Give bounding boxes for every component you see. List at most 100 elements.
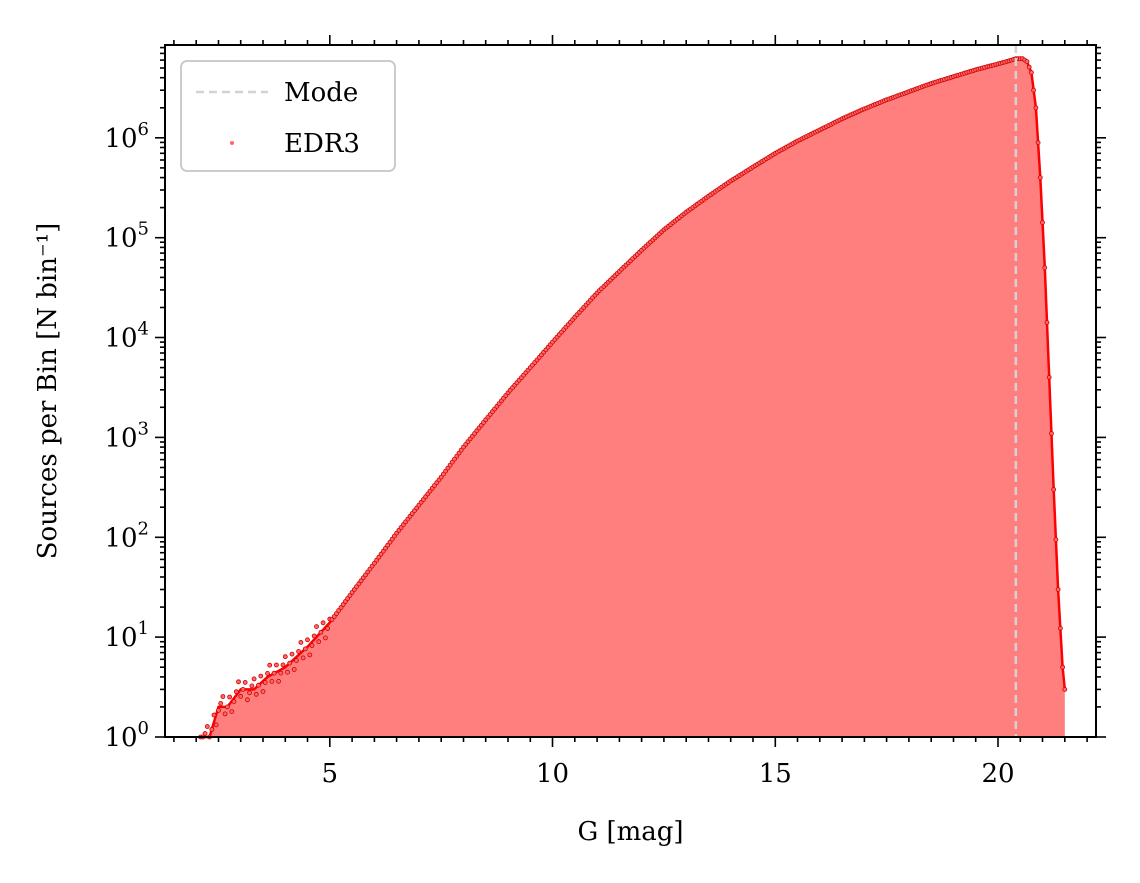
edr3-point	[1035, 140, 1041, 146]
y-tick-label: 102	[104, 518, 149, 553]
y-tick-base: 10	[104, 623, 137, 653]
edr3-point	[204, 724, 210, 729]
edr3-point	[291, 667, 297, 672]
edr3-point	[322, 635, 328, 641]
edr3-point	[209, 727, 215, 732]
edr3-point	[300, 655, 306, 661]
edr3-point	[1024, 59, 1030, 64]
edr3-point	[1046, 374, 1052, 380]
edr3-point	[233, 689, 239, 695]
y-tick-label: 100	[104, 718, 149, 753]
edr3-point	[256, 682, 261, 688]
edr3-point	[1044, 320, 1050, 325]
plot-frame	[164, 44, 1097, 738]
edr3-point	[222, 711, 228, 717]
edr3-point	[1060, 664, 1065, 670]
edr3-point	[253, 691, 259, 697]
y-tick-base: 10	[104, 523, 137, 553]
edr3-point	[318, 629, 324, 635]
edr3-point	[296, 649, 302, 654]
edr3-point	[262, 680, 268, 685]
y-tick-exponent: 1	[138, 618, 149, 639]
edr3-point	[218, 701, 224, 706]
y-tick-exponent: 5	[138, 219, 149, 240]
edr3-point	[244, 697, 250, 703]
edr3-point	[224, 704, 230, 710]
edr3-point	[1029, 70, 1034, 75]
axis-ticks-layer	[155, 35, 1106, 747]
edr3-point	[216, 708, 221, 713]
histogram-area	[200, 58, 1065, 737]
y-tick-label: 106	[104, 119, 149, 154]
y-tick-exponent: 3	[138, 418, 149, 439]
edr3-point	[269, 679, 275, 684]
y-tick-base: 10	[104, 324, 137, 354]
legend: Mode EDR3	[180, 60, 396, 172]
edr3-point	[273, 662, 279, 668]
edr3-point	[242, 680, 248, 685]
y-tick-label: 105	[104, 219, 149, 254]
y-tick-base: 10	[104, 723, 137, 753]
edr3-point	[265, 671, 270, 676]
x-tick-label: 20	[981, 759, 1014, 789]
edr3-point	[1033, 105, 1039, 111]
histogram-fill-layer	[200, 58, 1065, 737]
edr3-point	[305, 637, 310, 643]
edr3-point	[271, 670, 277, 676]
edr3-point	[229, 709, 235, 714]
legend-mode-label: Mode	[284, 78, 358, 108]
y-tick-label: 104	[104, 319, 149, 354]
edr3-point	[227, 694, 233, 700]
y-tick-exponent: 2	[138, 518, 149, 539]
legend-edr3-label: EDR3	[284, 129, 360, 159]
y-tick-label: 103	[104, 418, 149, 453]
edr3-point	[302, 646, 308, 652]
y-tick-base: 10	[104, 224, 137, 254]
edr3-point	[282, 654, 288, 660]
edr3-point	[240, 687, 246, 692]
x-tick-label: 15	[759, 759, 792, 789]
y-tick-base: 10	[104, 423, 137, 453]
y-tick-exponent: 6	[138, 119, 149, 140]
edr3-point	[220, 694, 226, 699]
edr3-point	[1053, 537, 1059, 542]
edr3-point	[389, 536, 395, 542]
edr3-point	[267, 662, 273, 668]
x-tick-labels: 5 10 15 20	[322, 759, 1015, 789]
edr3-point	[260, 689, 266, 694]
edr3-point	[1037, 175, 1043, 181]
edr3-point	[325, 626, 331, 631]
edr3-point	[238, 693, 244, 699]
edr3-point	[249, 683, 255, 689]
legend-box	[180, 60, 396, 172]
edr3-point	[278, 670, 284, 676]
edr3-point	[231, 699, 237, 704]
y-axis-label: Sources per Bin [N bin⁻¹]	[33, 223, 63, 560]
y-tick-base: 10	[104, 124, 137, 154]
edr3-point	[1031, 87, 1036, 93]
y-tick-label: 101	[104, 618, 149, 653]
edr3-point	[289, 651, 295, 657]
edr3-point	[298, 640, 304, 645]
edr3-point	[285, 669, 290, 675]
x-axis-label: G [mag]	[577, 817, 683, 847]
edr3-point	[1040, 220, 1045, 226]
edr3-point	[307, 652, 313, 658]
edr3-point	[1062, 687, 1068, 692]
edr3-point	[211, 712, 217, 718]
edr3-point	[1049, 431, 1054, 436]
edr3-point	[287, 660, 293, 666]
edr3-points-layer	[198, 56, 1068, 740]
edr3-point	[320, 620, 326, 626]
edr3-point	[276, 678, 282, 684]
edr3-point	[202, 731, 208, 736]
y-tick-exponent: 4	[138, 319, 149, 340]
edr3-point	[280, 662, 286, 668]
edr3-point	[251, 676, 257, 682]
edr3-point	[236, 679, 241, 685]
edr3-point	[311, 633, 317, 639]
edr3-point	[1042, 265, 1048, 271]
